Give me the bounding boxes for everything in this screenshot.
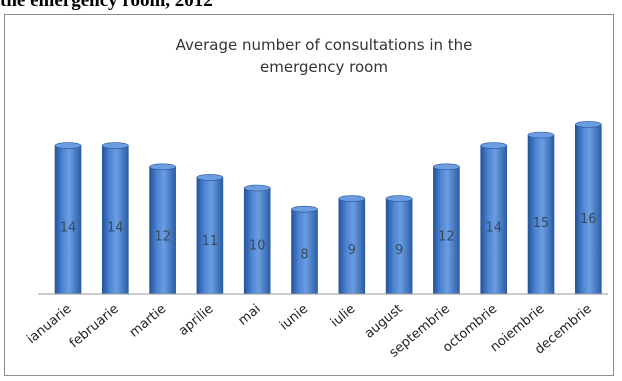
bar-cap-mai <box>243 184 271 192</box>
data-label-ianuarie: 14 <box>60 221 77 236</box>
bar-cap-aprilie <box>196 174 224 181</box>
x-tick-label-iulie: iulie <box>328 302 358 331</box>
chart-title-line-2: emergency room <box>260 58 388 76</box>
bar-ianuarie <box>54 145 82 295</box>
data-label-mai: 10 <box>249 238 266 253</box>
x-tick-label-iunie: iunie <box>277 302 311 334</box>
x-tick-label-august: august <box>362 302 406 342</box>
data-label-noiembrie: 15 <box>533 216 550 231</box>
chart-title-line-1: Average number of consultations in the <box>176 36 473 54</box>
data-label-septembrie: 12 <box>438 230 455 245</box>
bar-iulie <box>338 198 366 295</box>
figure-caption: the emergency room, 2012 <box>0 0 213 11</box>
data-label-iulie: 9 <box>348 243 356 258</box>
x-tick-label-martie: martie <box>127 302 169 341</box>
data-label-februarie: 14 <box>107 221 124 236</box>
data-label-octombrie: 14 <box>485 221 502 236</box>
bar-cap-iunie <box>291 205 318 213</box>
bar-octombrie <box>480 145 508 295</box>
data-label-martie: 12 <box>154 230 171 245</box>
x-tick-label-mai: mai <box>236 302 264 329</box>
bar-cap-martie <box>149 163 176 171</box>
data-label-august: 9 <box>395 243 403 258</box>
bar-septembrie <box>433 166 460 295</box>
bar-cap-octombrie <box>480 142 508 149</box>
bar-cap-iulie <box>338 195 366 202</box>
bar-cap-ianuarie <box>54 142 82 149</box>
bar-cap-februarie <box>102 142 129 149</box>
bar-cap-august <box>385 195 413 202</box>
bar-noiembrie <box>527 134 555 295</box>
data-label-iunie: 8 <box>300 247 308 262</box>
bar-decembrie <box>574 124 602 295</box>
data-label-decembrie: 16 <box>580 212 597 227</box>
x-tick-label-aprilie: aprilie <box>176 302 217 339</box>
x-tick-label-februarie: februarie <box>67 302 122 352</box>
bar-cap-septembrie <box>433 163 460 171</box>
bar-februarie <box>102 145 129 295</box>
data-label-aprilie: 11 <box>202 234 219 249</box>
bar-cap-decembrie <box>574 121 602 128</box>
bar-cap-noiembrie <box>527 131 555 139</box>
